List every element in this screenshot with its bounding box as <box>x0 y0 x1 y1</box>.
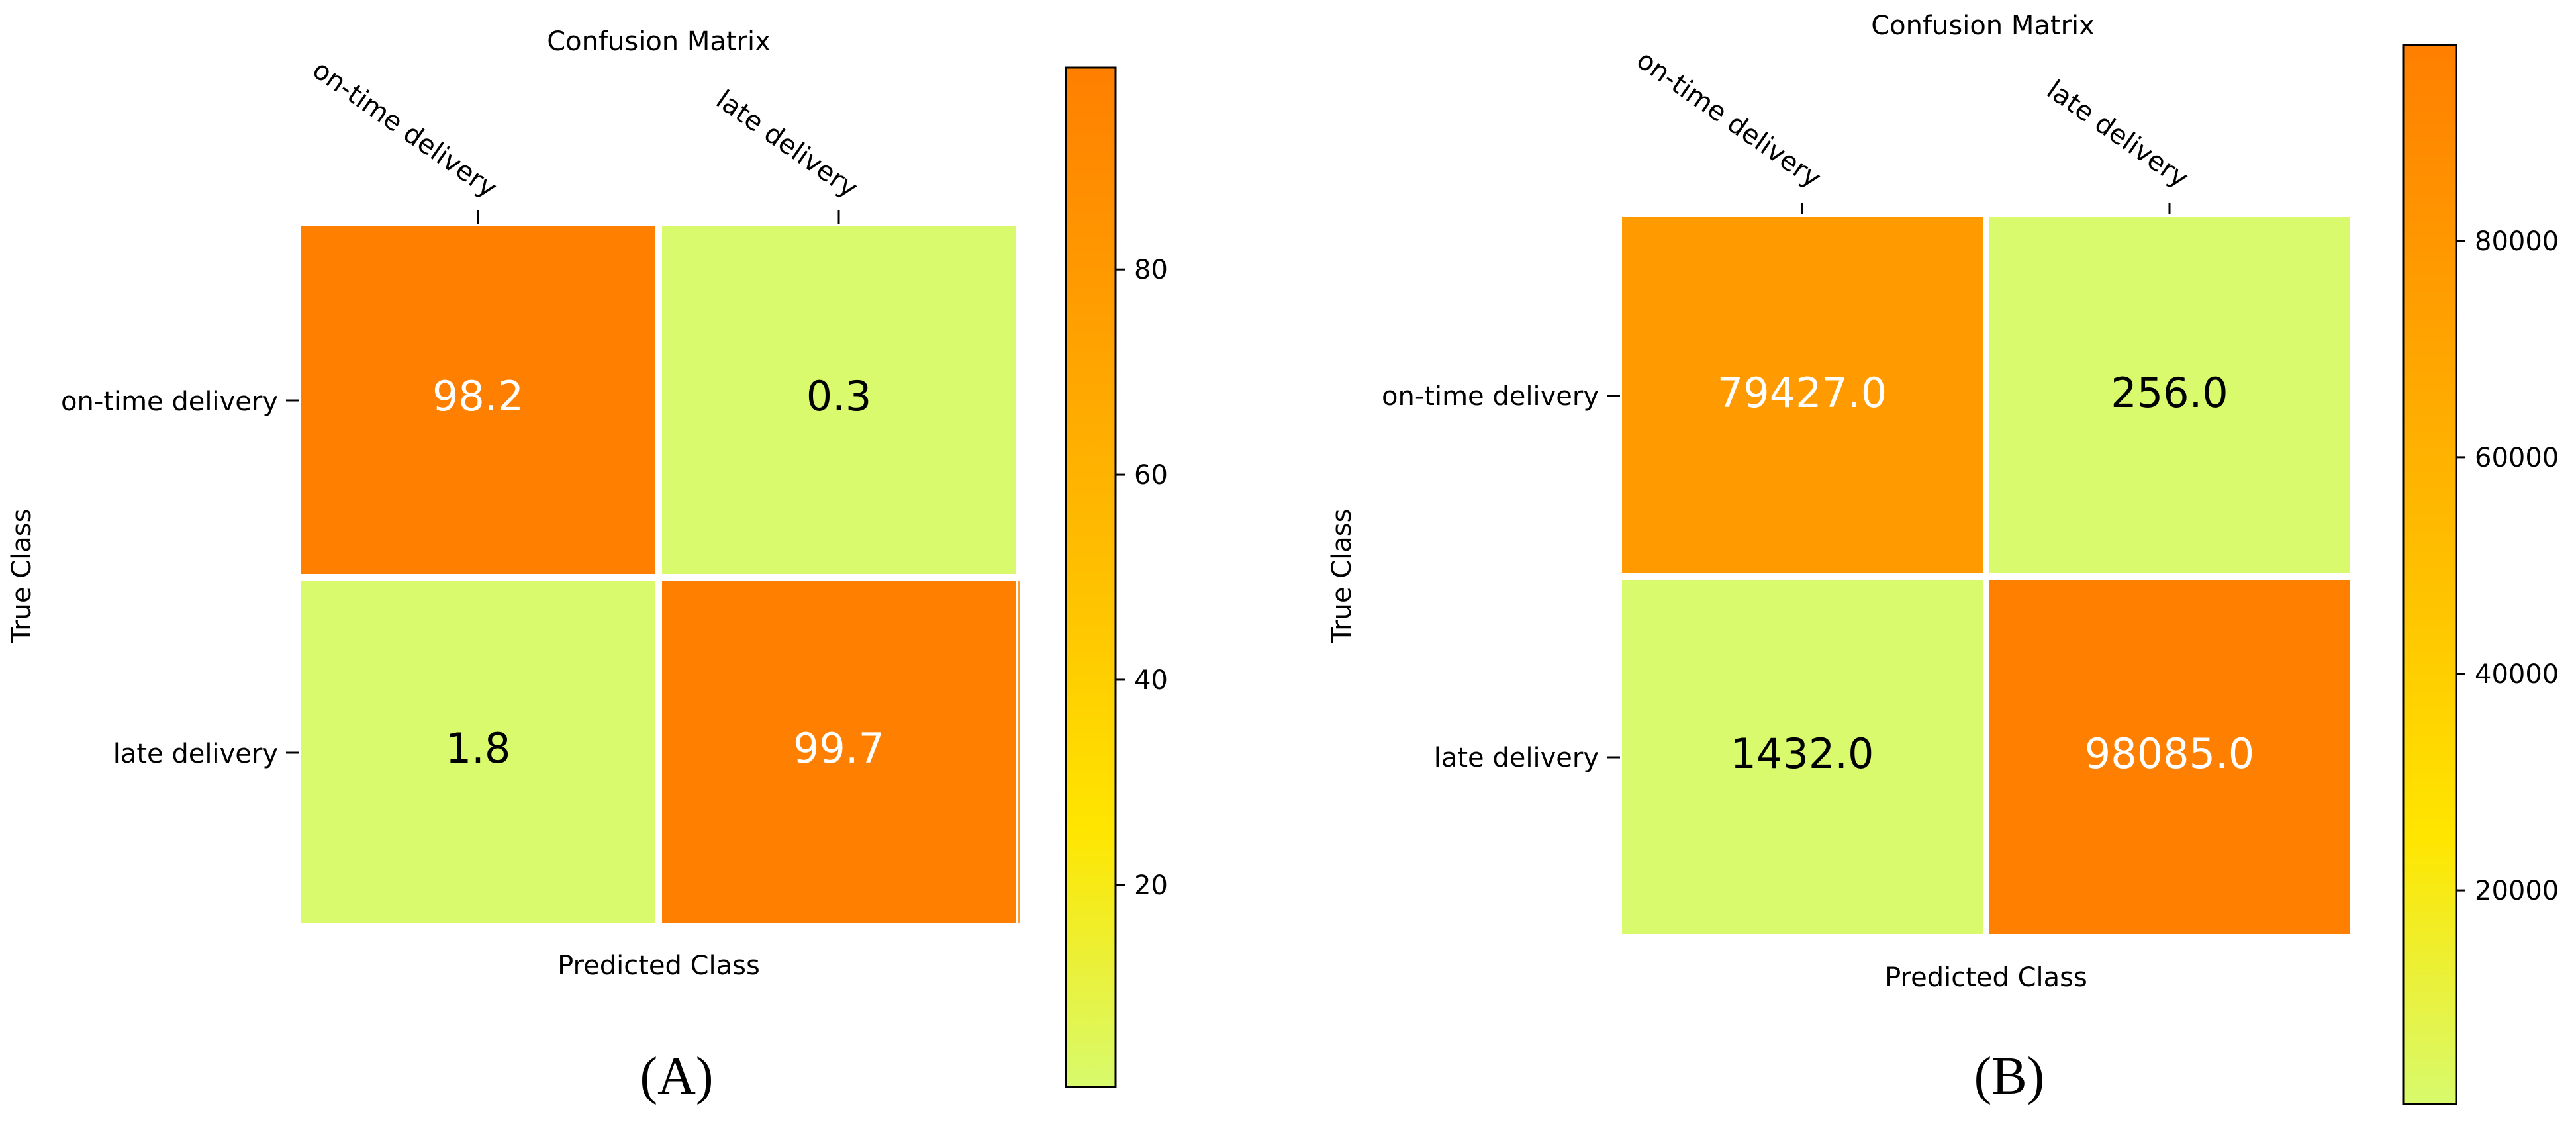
panel-b-cell-label-1-1: 98085.0 <box>2085 729 2254 778</box>
panel-b-ylabel: True Class <box>1327 509 1357 644</box>
panel-a-edge <box>1018 581 1020 923</box>
panel-b-ytick-label-0: on-time delivery <box>1382 381 1599 412</box>
panel-a-xtick-label-0: on-time delivery <box>307 54 502 204</box>
panel-b-label: (B) <box>1974 1047 2045 1105</box>
panel-b-colorbar-ticks: 20000 40000 60000 80000 <box>2456 226 2559 906</box>
panel-b-cell-1-1 <box>1989 580 2350 934</box>
panel-a-cell-1-0 <box>301 581 655 923</box>
panel-b-cell-label-1-0: 1432.0 <box>1731 729 1874 778</box>
panel-a-colorbar-tick-label-2: 60 <box>1134 460 1168 491</box>
panel-b-colorbar-tick-label-2: 60000 <box>2475 443 2559 473</box>
panel-a-colorbar-tick-label-0: 20 <box>1134 870 1168 901</box>
panel-a-cell-0-1 <box>662 226 1016 574</box>
panel-a-cell-label-1-0: 1.8 <box>446 724 511 772</box>
panel-a-matrix <box>301 226 1020 923</box>
panel-a-title: Confusion Matrix <box>547 26 771 57</box>
panel-a-cell-label-1-1: 99.7 <box>793 724 884 772</box>
panel-b-cell-label-0-0: 79427.0 <box>1717 369 1887 417</box>
panel-b-colorbar-tick-label-1: 40000 <box>2475 659 2559 690</box>
panel-a-cell-0-0 <box>301 226 655 574</box>
panel-a-cell-label-0-0: 98.2 <box>432 372 524 420</box>
panel-a-xlabel: Predicted Class <box>557 951 760 981</box>
panel-b: Confusion Matrix 79427.0 256.0 1432.0 98… <box>1327 11 2559 1105</box>
panel-a-xtick-label-1: late delivery <box>710 85 863 205</box>
panel-b-title: Confusion Matrix <box>1871 11 2095 41</box>
panel-a-colorbar-bar <box>1065 66 1117 1088</box>
panel-a-colorbar-tick-label-3: 80 <box>1134 255 1168 285</box>
panel-b-matrix <box>1622 217 2350 934</box>
panel-b-cell-1-0 <box>1622 580 1983 934</box>
panel-b-xtick-label-0: on-time delivery <box>1631 44 1827 194</box>
panel-a: Confusion Matrix 98.2 0.3 1.8 99.7 on-ti… <box>7 26 1168 1105</box>
panel-b-colorbar-tick-label-0: 20000 <box>2475 876 2559 906</box>
panel-a-label: (A) <box>640 1047 713 1105</box>
panel-b-colorbar-tick-label-3: 80000 <box>2475 226 2559 257</box>
panel-a-cell-1-1 <box>662 581 1016 923</box>
panel-b-cell-0-1 <box>1989 217 2350 573</box>
panel-b-xtick-label-1: late delivery <box>2041 75 2194 195</box>
panel-a-cell-label-0-1: 0.3 <box>806 372 872 420</box>
panel-b-colorbar-bar <box>2402 44 2457 1105</box>
panel-a-ylabel: True Class <box>7 509 37 644</box>
panel-a-colorbar-tick-label-1: 40 <box>1134 665 1168 696</box>
panel-a-colorbar-ticks: 20 40 60 80 <box>1116 255 1168 901</box>
panel-a-colorbar: 20 40 60 80 <box>1065 66 1168 1088</box>
panel-b-ytick-label-1: late delivery <box>1434 743 1599 773</box>
panel-b-cell-label-0-1: 256.0 <box>2111 369 2228 417</box>
panel-b-xlabel: Predicted Class <box>1885 962 2087 993</box>
panel-b-colorbar: 20000 40000 60000 80000 <box>2402 44 2559 1105</box>
panel-b-cell-0-0 <box>1622 217 1983 573</box>
panel-a-ytick-label-1: late delivery <box>113 739 278 769</box>
panel-a-ytick-label-0: on-time delivery <box>61 387 278 417</box>
